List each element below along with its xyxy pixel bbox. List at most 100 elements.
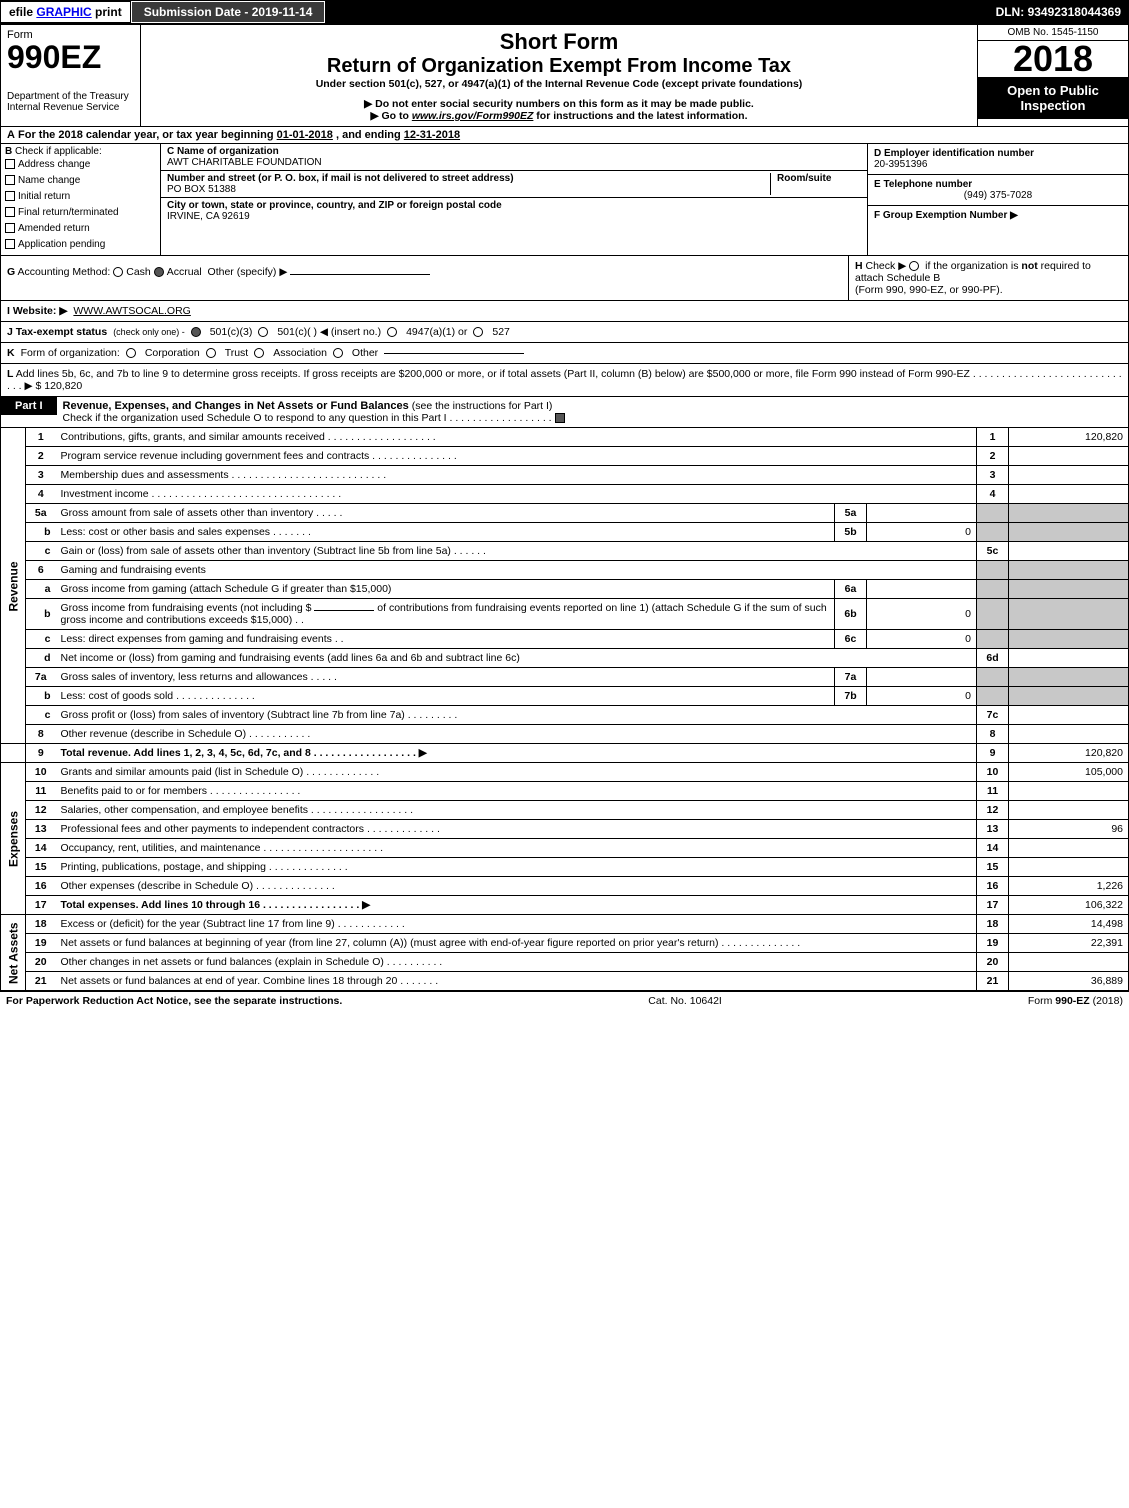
line-num: 3 <box>26 466 56 485</box>
box-val: 0 <box>867 599 977 630</box>
name-change-check[interactable]: Name change <box>5 173 156 189</box>
radio-icon[interactable] <box>473 327 483 337</box>
checkbox-icon <box>5 175 15 185</box>
radio-icon[interactable] <box>154 267 164 277</box>
dln-value: 93492318044369 <box>1028 5 1121 19</box>
k-trust: Trust <box>225 347 249 359</box>
k-label: K <box>7 347 15 359</box>
j-4947: 4947(a)(1) or <box>406 326 467 338</box>
line-desc: Less: cost or other basis and sales expe… <box>56 523 835 542</box>
line-num: c <box>26 706 56 725</box>
col-val <box>1009 782 1129 801</box>
submission-date-button[interactable]: Submission Date - 2019-11-14 <box>131 1 326 23</box>
graphic-link[interactable]: GRAPHIC <box>36 5 91 19</box>
application-pending-check[interactable]: Application pending <box>5 237 156 253</box>
l-value: 120,820 <box>44 380 82 392</box>
initial-return-check[interactable]: Initial return <box>5 189 156 205</box>
no-ssn-warning: ▶ Do not enter social security numbers o… <box>147 98 971 110</box>
radio-icon[interactable] <box>333 348 343 358</box>
col-num: 17 <box>977 896 1009 915</box>
efile-label: efile <box>9 5 36 19</box>
box-label: 6a <box>835 580 867 599</box>
col-num-shaded <box>977 580 1009 599</box>
part1-title-text: Revenue, Expenses, and Changes in Net As… <box>63 400 412 412</box>
part1-check-line: Check if the organization used Schedule … <box>63 412 552 424</box>
radio-icon[interactable] <box>206 348 216 358</box>
col-val <box>1009 542 1129 561</box>
submission-label: Submission Date - <box>144 5 252 19</box>
radio-icon[interactable] <box>387 327 397 337</box>
amended-return-check[interactable]: Amended return <box>5 221 156 237</box>
website-value[interactable]: WWW.AWTSOCAL.ORG <box>73 305 190 317</box>
part1-badge: Part I <box>1 397 57 415</box>
checkbox-icon <box>5 159 15 169</box>
e-label: E Telephone number <box>874 179 1122 190</box>
ein-block: D Employer identification number 20-3951… <box>868 144 1128 175</box>
address-change-check[interactable]: Address change <box>5 157 156 173</box>
tax-period-row: A For the 2018 calendar year, or tax yea… <box>0 127 1129 144</box>
col-val: 1,226 <box>1009 877 1129 896</box>
box-val: 0 <box>867 687 977 706</box>
line-num: 11 <box>26 782 56 801</box>
radio-icon[interactable] <box>909 261 919 271</box>
col-num: 10 <box>977 763 1009 782</box>
line-10: Expenses 10 Grants and similar amounts p… <box>1 763 1129 782</box>
line-num: 17 <box>26 896 56 915</box>
form-ref: Form 990-EZ (2018) <box>1028 995 1123 1007</box>
period-end: 12-31-2018 <box>404 129 460 141</box>
line-5b: b Less: cost or other basis and sales ex… <box>1 523 1129 542</box>
d-label: D Employer identification number <box>874 148 1122 159</box>
col-val <box>1009 953 1129 972</box>
line-desc: Contributions, gifts, grants, and simila… <box>56 428 977 447</box>
col-num-shaded <box>977 523 1009 542</box>
col-num: 12 <box>977 801 1009 820</box>
efile-graphic-print[interactable]: efile GRAPHIC print <box>0 1 131 23</box>
instructions-link[interactable]: www.irs.gov/Form990EZ <box>412 110 534 122</box>
radio-icon[interactable] <box>113 267 123 277</box>
col-num: 19 <box>977 934 1009 953</box>
col-num: 6d <box>977 649 1009 668</box>
g-label: G <box>7 266 15 278</box>
col-num: 2 <box>977 447 1009 466</box>
radio-icon[interactable] <box>126 348 136 358</box>
checkbox-icon <box>5 207 15 217</box>
i-label: I Website: ▶ <box>7 305 67 317</box>
k-assoc: Association <box>273 347 327 359</box>
radio-icon[interactable] <box>254 348 264 358</box>
part1-header: Part I Revenue, Expenses, and Changes in… <box>0 397 1129 428</box>
check-if-label: Check if applicable: <box>12 146 102 157</box>
part1-title: Revenue, Expenses, and Changes in Net As… <box>57 397 574 427</box>
line-8: 8 Other revenue (describe in Schedule O)… <box>1 725 1129 744</box>
line-desc: Membership dues and assessments . . . . … <box>56 466 977 485</box>
final-return-check[interactable]: Final return/terminated <box>5 205 156 221</box>
j-label: J Tax-exempt status <box>7 326 107 338</box>
instr-suffix: for instructions and the latest informat… <box>533 110 747 122</box>
line-6c: c Less: direct expenses from gaming and … <box>1 630 1129 649</box>
h-text2: if the organization is <box>922 260 1021 272</box>
line-desc: Occupancy, rent, utilities, and maintena… <box>56 839 977 858</box>
section-c: C Name of organization AWT CHARITABLE FO… <box>161 144 868 255</box>
col-val: 22,391 <box>1009 934 1129 953</box>
line-desc: Professional fees and other payments to … <box>56 820 977 839</box>
form-ref-number: 990-EZ <box>1055 995 1089 1007</box>
line-num: 18 <box>26 915 56 934</box>
checkbox-icon[interactable] <box>555 413 565 423</box>
line-21: 21 Net assets or fund balances at end of… <box>1 972 1129 991</box>
line-17: 17 Total expenses. Add lines 10 through … <box>1 896 1129 915</box>
line-6: 6 Gaming and fundraising events <box>1 561 1129 580</box>
line-15: 15 Printing, publications, postage, and … <box>1 858 1129 877</box>
line-desc: Other expenses (describe in Schedule O) … <box>56 877 977 896</box>
radio-icon[interactable] <box>258 327 268 337</box>
line-13: 13 Professional fees and other payments … <box>1 820 1129 839</box>
a-label: A <box>7 129 15 141</box>
box-val <box>867 668 977 687</box>
section-k: K Form of organization: Corporation Trus… <box>0 343 1129 364</box>
line-6a: a Gross income from gaming (attach Sched… <box>1 580 1129 599</box>
city-block: City or town, state or province, country… <box>161 198 867 224</box>
line-2: 2 Program service revenue including gove… <box>1 447 1129 466</box>
room-label: Room/suite <box>777 173 831 184</box>
line-desc: Less: direct expenses from gaming and fu… <box>56 630 835 649</box>
radio-icon[interactable] <box>191 327 201 337</box>
period-prefix: For the 2018 calendar year, or tax year … <box>15 129 277 141</box>
line-5a: 5a Gross amount from sale of assets othe… <box>1 504 1129 523</box>
